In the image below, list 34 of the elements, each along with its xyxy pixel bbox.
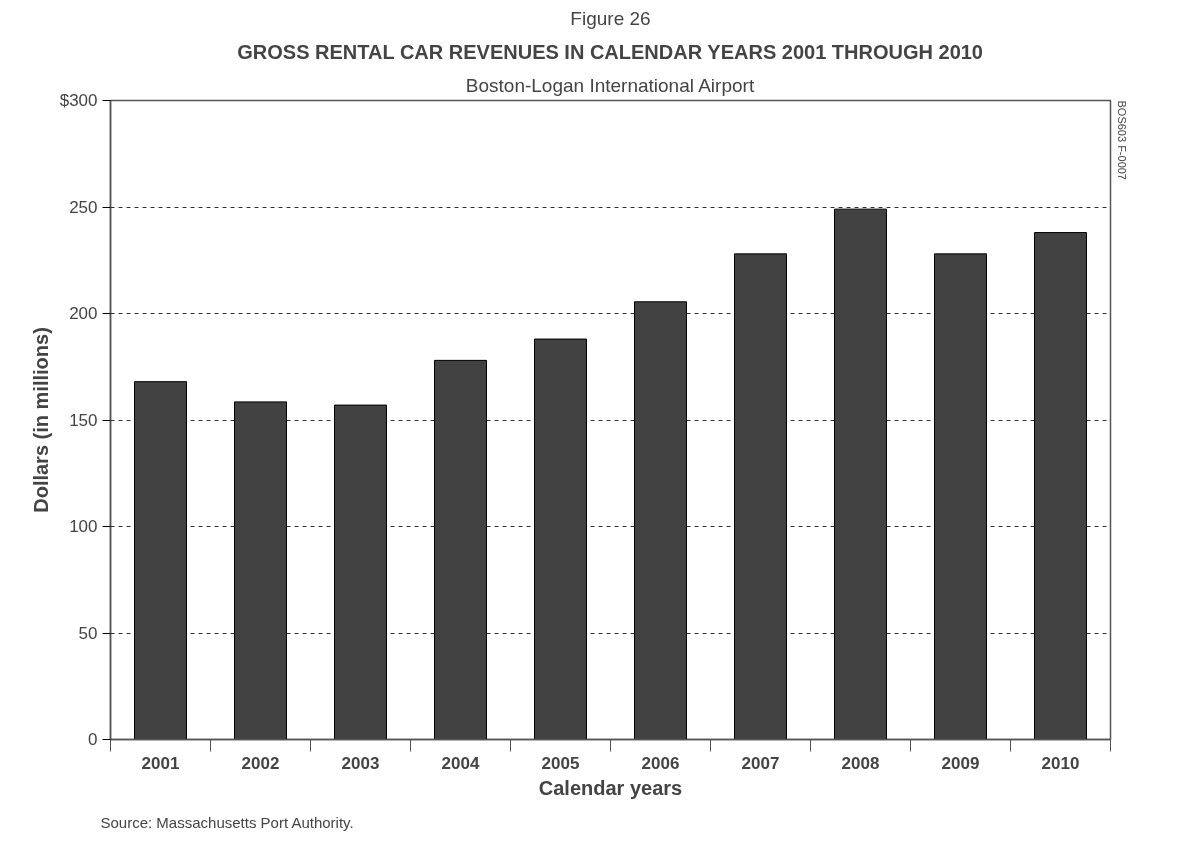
y-tick-label: 100 [69,517,98,536]
x-tick-label: 2002 [241,753,280,773]
bar [234,401,287,740]
y-axis-title: Dollars (in millions) [29,327,52,513]
bar [834,208,887,740]
x-tick-label: 2010 [1041,753,1080,773]
bar [934,253,987,740]
chart-subtitle: Boston-Logan International Airport [465,74,755,96]
y-tick-label: 250 [69,197,98,217]
x-tick-label: 2003 [341,753,380,773]
y-tick-label: 50 [78,623,98,643]
x-tick-label: 2004 [441,753,480,773]
caption: Figure 26 [570,7,651,29]
bar [634,301,687,740]
x-tick-label: 2001 [141,753,180,773]
bar [734,253,787,740]
x-tick-label: 2007 [741,753,780,773]
bar [334,404,387,740]
y-tick-label: 0 [88,730,98,749]
text: BOS603 F-0007 [1115,100,1128,180]
x-tick-label: 2006 [641,753,680,773]
y-tick-label: $300 [59,91,98,110]
bar [434,359,487,740]
bar [1034,232,1087,740]
x-tick-label: 2009 [941,753,980,773]
x-tick-label: 2008 [841,753,880,773]
source-note: Source: Massachusetts Port Authority. [100,813,354,831]
x-axis-title: Calendar years [538,776,683,799]
x-tick-label: 2005 [541,753,580,773]
bar [534,338,587,740]
y-tick-label: 150 [69,410,98,430]
bar [134,381,187,740]
y-tick-label: 200 [69,304,98,323]
chart-title: GROSS RENTAL CAR REVENUES IN CALENDAR YEARS 2001 THROUGH 2010 [237,40,983,63]
